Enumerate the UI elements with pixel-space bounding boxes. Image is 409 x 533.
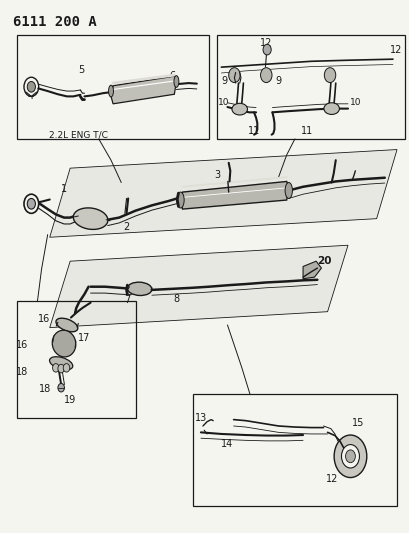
Text: 4: 4 [27, 91, 34, 101]
Text: 2.2L ENG T/C: 2.2L ENG T/C [49, 130, 108, 139]
Circle shape [58, 383, 64, 392]
Text: 16: 16 [16, 340, 28, 350]
Text: 20: 20 [316, 256, 331, 266]
Text: 12: 12 [389, 45, 402, 54]
Circle shape [324, 68, 335, 83]
Text: 15: 15 [351, 418, 364, 429]
Circle shape [263, 44, 270, 55]
Ellipse shape [108, 85, 113, 97]
Text: 6: 6 [169, 71, 175, 81]
Circle shape [24, 77, 38, 96]
Text: 11: 11 [247, 126, 260, 136]
Ellipse shape [323, 103, 339, 115]
Circle shape [63, 364, 70, 372]
Text: 8: 8 [173, 294, 179, 304]
Text: 11: 11 [300, 126, 312, 136]
Circle shape [345, 450, 355, 463]
Text: 6111 200 A: 6111 200 A [13, 14, 97, 29]
Circle shape [333, 435, 366, 478]
Polygon shape [49, 245, 347, 328]
Text: 9: 9 [275, 77, 281, 86]
Circle shape [27, 198, 35, 209]
Text: 2: 2 [123, 222, 129, 232]
Text: 5: 5 [78, 65, 85, 75]
Circle shape [27, 82, 35, 92]
Polygon shape [180, 181, 288, 209]
Bar [217, 35, 404, 139]
Polygon shape [302, 261, 321, 279]
Text: 12: 12 [259, 38, 272, 48]
Text: 10: 10 [217, 98, 229, 107]
Polygon shape [111, 76, 176, 104]
Text: 14: 14 [221, 439, 233, 449]
Text: 7: 7 [124, 295, 130, 305]
Ellipse shape [56, 318, 78, 332]
Circle shape [228, 68, 240, 83]
Polygon shape [49, 150, 396, 237]
Text: 19: 19 [64, 395, 76, 406]
Circle shape [58, 365, 64, 373]
Bar [17, 35, 209, 139]
Text: 3: 3 [213, 170, 220, 180]
Ellipse shape [173, 76, 178, 87]
Bar [192, 394, 396, 506]
Ellipse shape [73, 208, 108, 229]
Bar [17, 301, 135, 418]
Text: 1: 1 [61, 184, 67, 195]
Ellipse shape [284, 182, 292, 198]
Text: 16: 16 [37, 313, 49, 324]
Text: 17: 17 [78, 333, 90, 343]
Circle shape [52, 364, 59, 372]
Text: 18: 18 [38, 384, 51, 394]
Ellipse shape [231, 103, 247, 115]
Ellipse shape [52, 330, 76, 357]
Circle shape [24, 194, 38, 213]
Ellipse shape [176, 192, 184, 208]
Text: 13: 13 [194, 413, 207, 423]
Ellipse shape [127, 282, 151, 295]
Circle shape [260, 68, 271, 83]
Text: 10: 10 [350, 98, 361, 107]
Circle shape [341, 445, 359, 468]
Text: 12: 12 [325, 474, 337, 484]
Ellipse shape [49, 357, 73, 370]
Text: 18: 18 [16, 367, 28, 377]
Text: 9: 9 [221, 77, 227, 86]
